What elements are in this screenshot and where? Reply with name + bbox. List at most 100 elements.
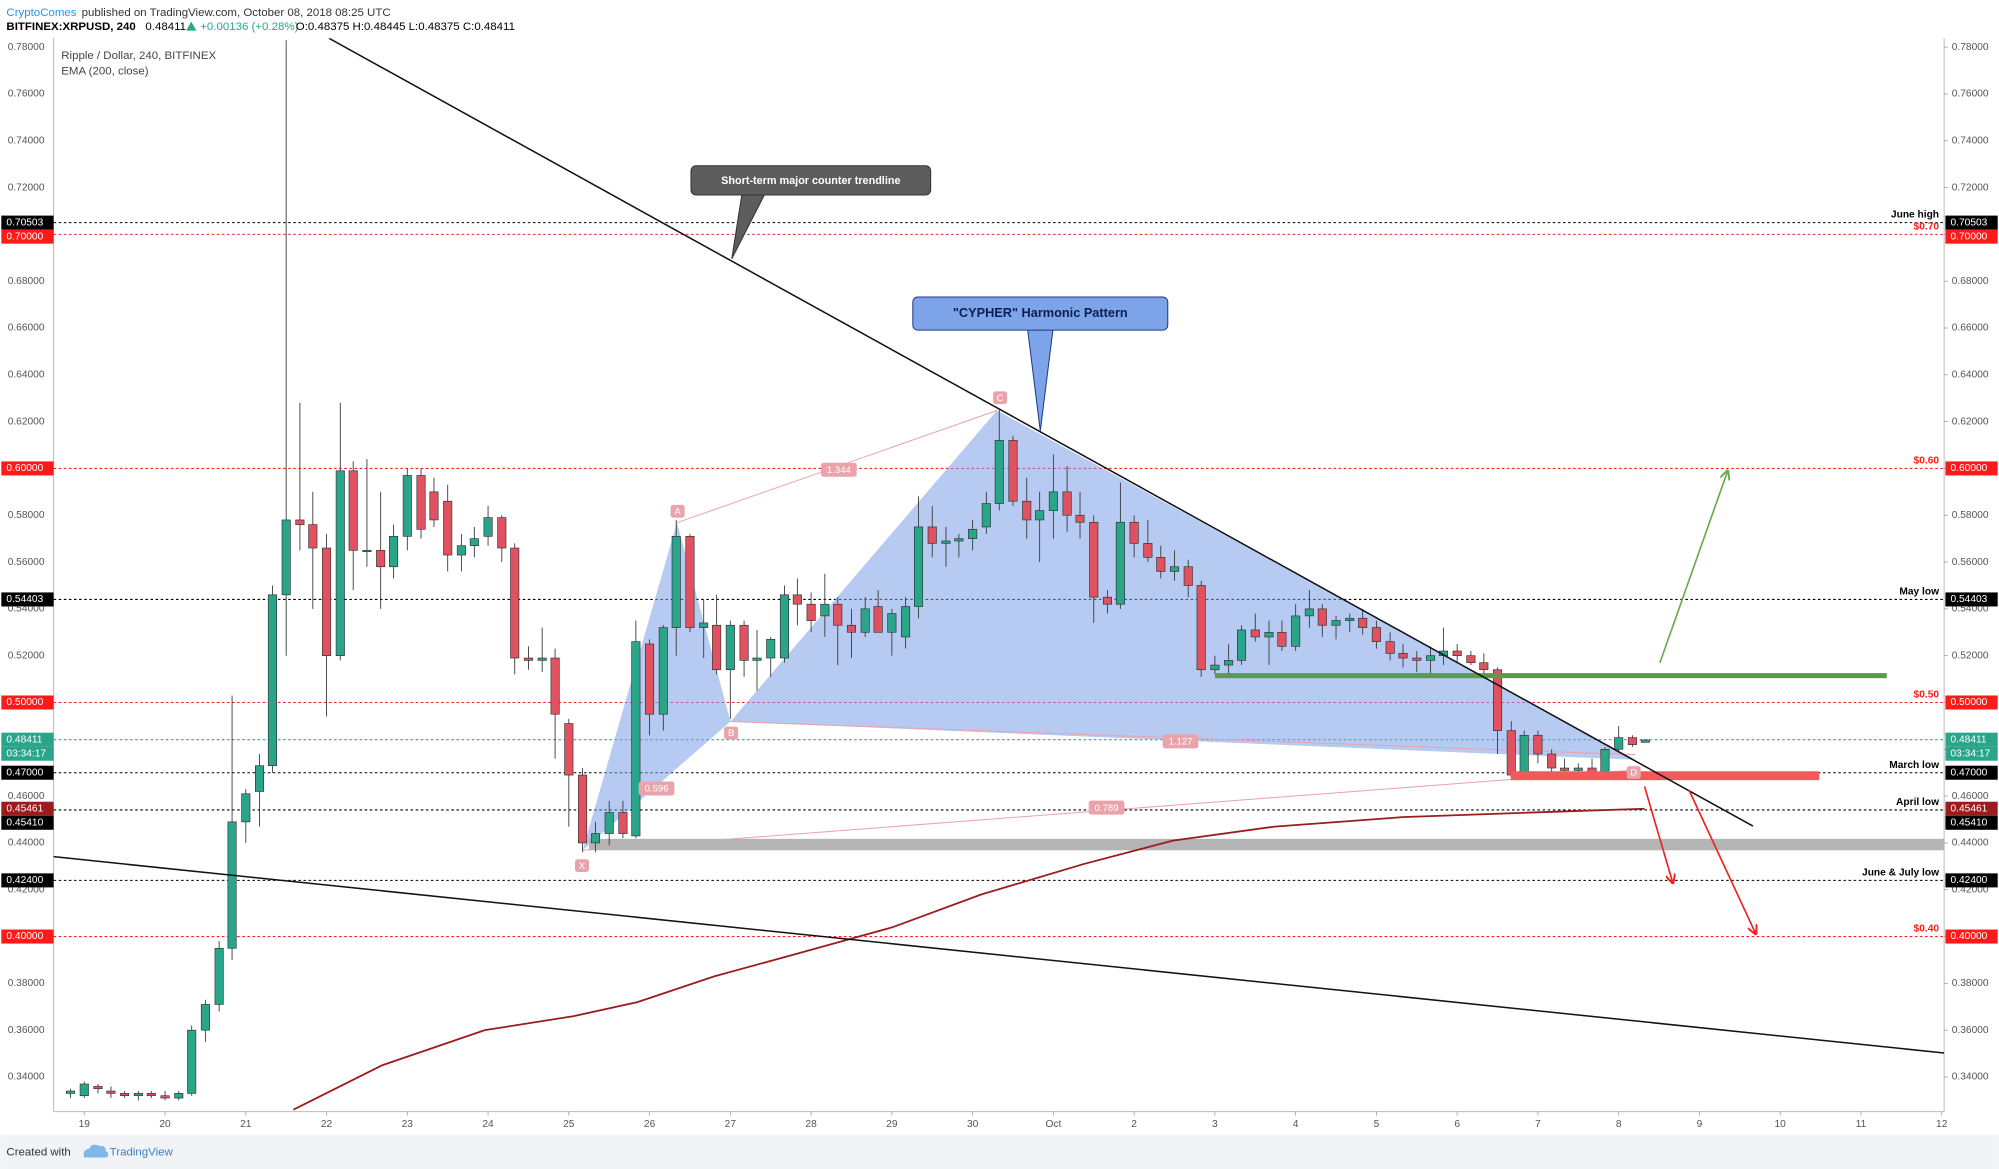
author[interactable]: CryptoComes: [6, 7, 76, 19]
candle-body: [227, 821, 237, 949]
candle-body: [739, 624, 749, 661]
ratio-box: [1162, 734, 1199, 749]
candle-body: [1022, 500, 1032, 521]
y-tick-label: 0.72000: [8, 182, 45, 193]
point-label: A: [674, 506, 681, 517]
candle-body: [1493, 669, 1503, 731]
countdown-box: [1, 746, 54, 761]
callout-text: "CYPHER" Harmonic Pattern: [953, 305, 1128, 320]
candle-body: [766, 638, 776, 659]
x-tick-label: 12: [1936, 1119, 1948, 1130]
level-label: 0.70503: [6, 217, 43, 228]
y-tick-label: 0.44000: [1952, 838, 1989, 849]
ratio-label: 0.596: [645, 784, 669, 795]
candle-body: [1143, 543, 1153, 558]
candle-body: [1466, 655, 1476, 664]
candle-body: [846, 624, 857, 633]
candle-body: [752, 657, 762, 661]
candle-body: [1640, 739, 1650, 743]
candle-body: [1573, 767, 1583, 771]
x-tick-label: Oct: [1045, 1119, 1061, 1130]
candle-body: [66, 1090, 76, 1094]
level-name: May low: [1899, 586, 1939, 597]
level-label: 0.70000: [6, 231, 43, 242]
x-tick-label: 23: [402, 1119, 414, 1130]
x-tick-label: 8: [1616, 1119, 1622, 1130]
level-name: $0.60: [1914, 455, 1940, 466]
point-label: C: [997, 393, 1004, 404]
level-label-box: [1945, 229, 1998, 244]
candle-body: [1035, 510, 1045, 521]
level-label-box: [1, 732, 54, 747]
level-label: 0.45410: [1951, 817, 1988, 828]
candle-body: [1048, 491, 1058, 511]
candle-body: [267, 594, 277, 767]
candle-body: [927, 526, 937, 544]
candle-body: [200, 1004, 210, 1031]
candle-body: [779, 594, 789, 659]
level-label: 0.42400: [1951, 875, 1988, 886]
y-tick-label: 0.38000: [1952, 978, 1989, 989]
ratio-box: [1088, 800, 1125, 815]
y-tick-label: 0.78000: [1952, 42, 1989, 53]
candle-body: [671, 536, 681, 628]
logo: [83, 1144, 109, 1158]
candle-body: [1277, 631, 1287, 647]
candle-body: [1345, 617, 1355, 621]
candle-body: [1317, 608, 1327, 626]
level-label-box: [1, 929, 54, 944]
axis-labels: 0.34000 0.34000 0.36000 0.36000 0.38000 0.380…: [1, 42, 1998, 1130]
x-tick-label: 19: [79, 1119, 91, 1130]
x-tick-label: 3: [1212, 1119, 1218, 1130]
last-price: 0.48411: [145, 21, 186, 33]
y-tick-label: 0.54000: [8, 604, 45, 615]
y-tick-label: 0.54000: [1952, 604, 1989, 615]
point-box: [574, 859, 590, 872]
y-tick-label: 0.44000: [8, 838, 45, 849]
x-tick-label: 22: [321, 1119, 333, 1130]
candle-body: [981, 503, 991, 528]
published: published on TradingView.com, October 08…: [82, 7, 391, 19]
point-box: [724, 726, 739, 740]
candle-body: [1156, 557, 1166, 572]
x-tick-label: 20: [159, 1119, 171, 1130]
level-label: 0.54403: [6, 594, 43, 605]
candle-body: [631, 641, 641, 837]
x-tick-label: 10: [1775, 1119, 1787, 1130]
candle-body: [174, 1093, 184, 1099]
y-tick-label: 0.66000: [8, 323, 45, 334]
candle-body: [335, 470, 345, 657]
legend-entry: Ripple / Dollar, 240, BITFINEX: [61, 50, 216, 62]
footer-brand[interactable]: TradingView: [110, 1146, 174, 1158]
candle-body: [1237, 629, 1247, 661]
level-name: $0.70: [1914, 221, 1940, 232]
candle-body: [1560, 767, 1570, 771]
level-label: 0.50000: [1951, 697, 1988, 708]
candle-body: [537, 657, 547, 661]
ema-line: [292, 807, 1645, 1111]
candle-body: [873, 606, 883, 633]
candle-body: [820, 603, 830, 617]
red-zone: [1510, 771, 1820, 781]
x-tick-label: 24: [482, 1119, 494, 1130]
level-label: 0.45461: [6, 803, 43, 814]
candle-body: [712, 624, 722, 671]
y-tick-label: 0.68000: [1952, 276, 1989, 287]
candle-body: [1183, 566, 1193, 586]
y-tick-label: 0.52000: [8, 650, 45, 661]
y-tick-label: 0.76000: [1952, 89, 1989, 100]
candle-body: [376, 550, 386, 568]
level-label-box: [1945, 801, 1998, 816]
candle-body: [913, 526, 924, 607]
candle-body: [699, 622, 709, 628]
level-name: June & July low: [1862, 867, 1939, 878]
ratio-label: 1.344: [827, 465, 852, 476]
candle-body: [443, 500, 453, 556]
candle-body: [1358, 617, 1368, 628]
level-label: 0.50000: [6, 697, 43, 708]
arrow: [1643, 786, 1673, 883]
y-tick-label: 0.36000: [1952, 1025, 1989, 1036]
level-label: 0.60000: [1951, 463, 1988, 474]
candle-body: [214, 947, 224, 1005]
